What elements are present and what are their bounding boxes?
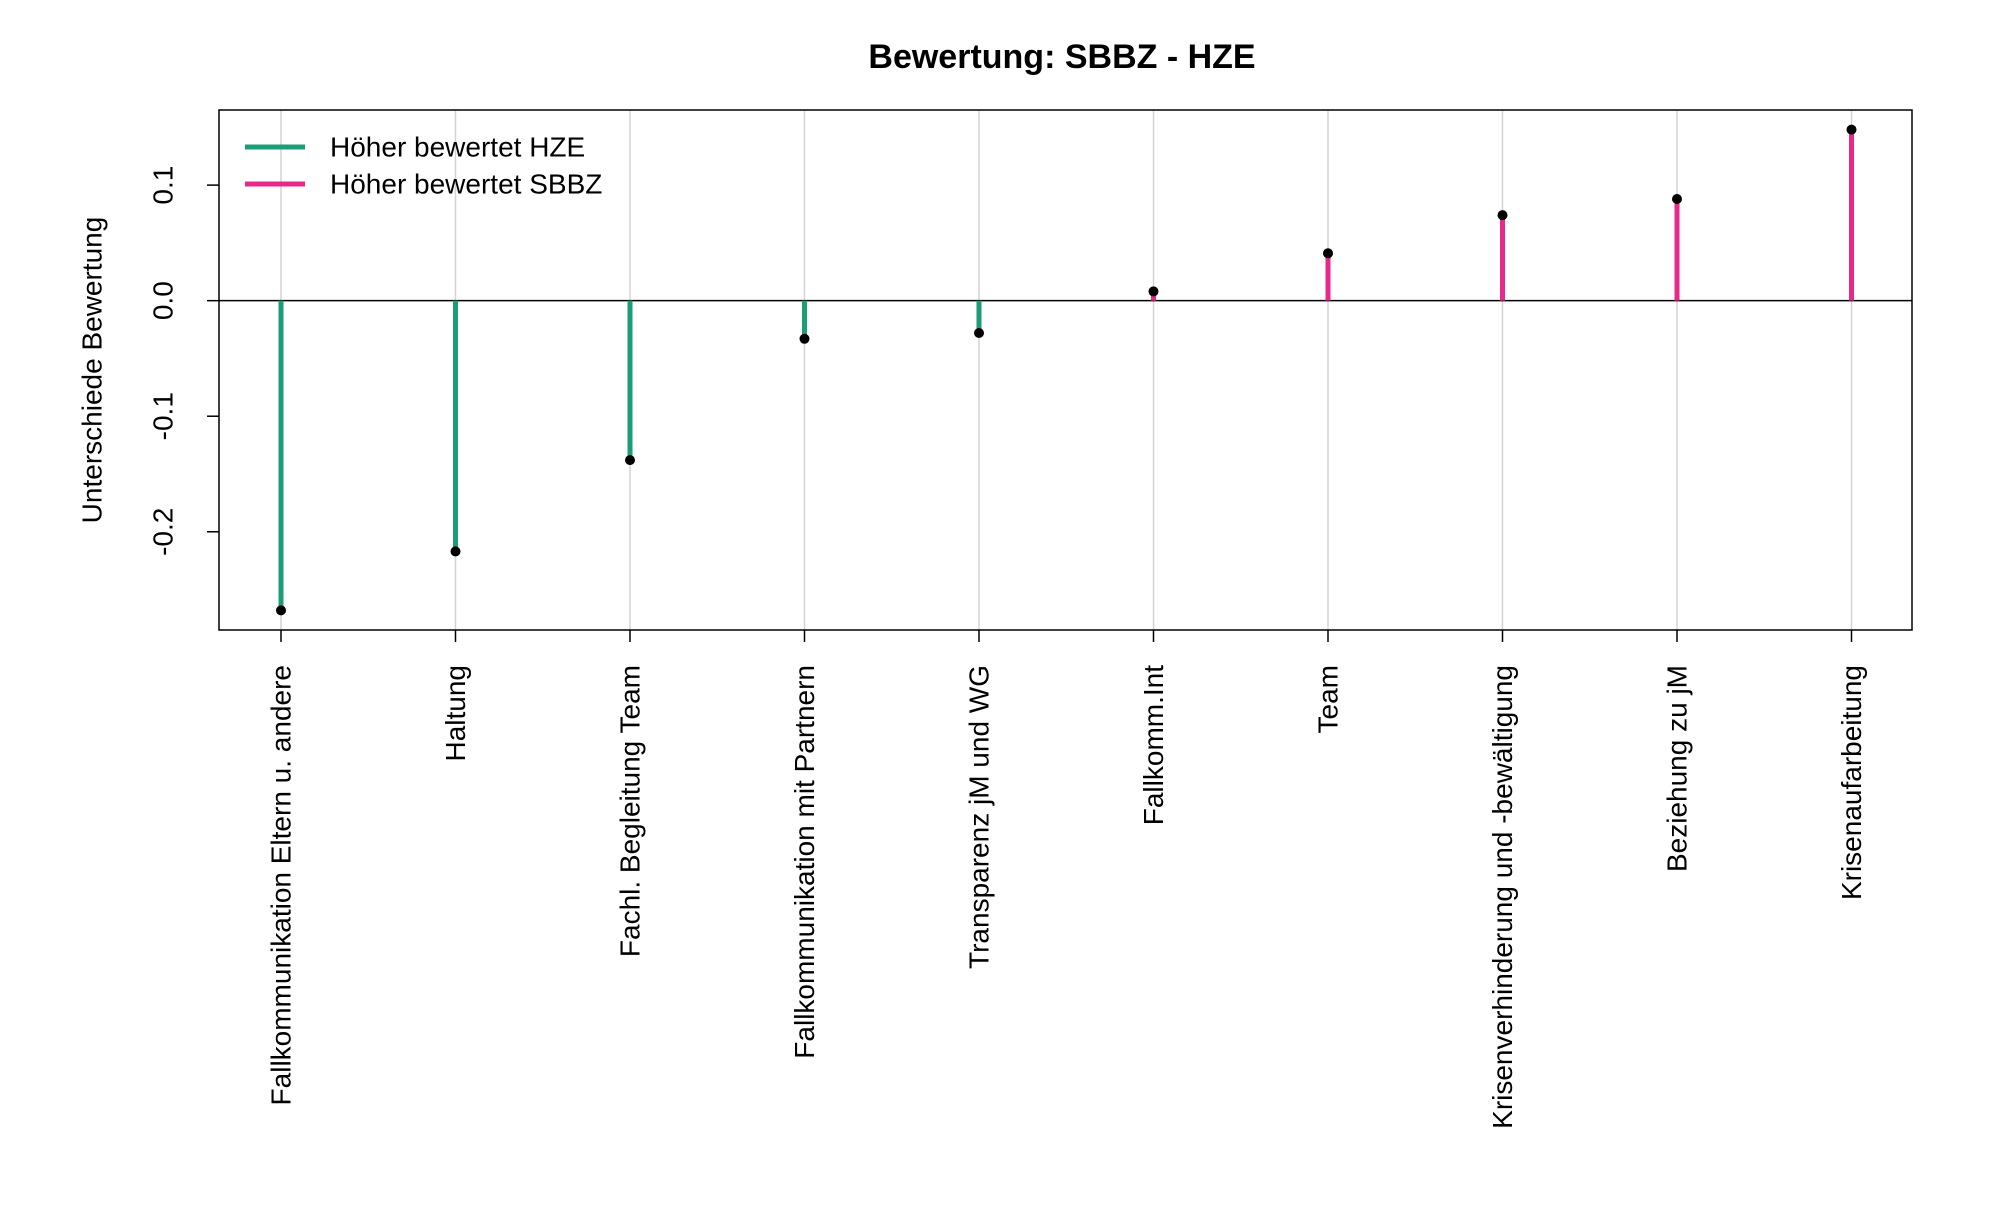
grid-layer [280,110,1853,630]
point-7 [1497,210,1508,221]
point-2 [625,455,635,466]
x-tick-label: Fallkommunikation Eltern u. andere [266,665,297,1105]
chart-title: Bewertung: SBBZ - HZE [868,38,1255,76]
x-tick-label: Haltung [440,665,471,762]
y-tick-label: 0.0 [148,281,179,320]
point-4 [974,328,984,339]
legend: Höher bewertet HZE Höher bewertet SBBZ [245,132,602,200]
y-tick-label: -0.2 [148,508,179,556]
x-axis: Fallkommunikation Eltern u. andere Haltun… [266,630,1867,1129]
legend-label-0: Höher bewertet HZE [330,132,585,163]
x-tick-label: Fallkommunikation mit Partnern [789,665,820,1059]
point-3 [799,333,810,344]
plot-frame [218,109,1913,631]
point-layer [276,124,1857,616]
point-9 [1846,124,1857,135]
x-tick-label: Fachl. Begleitung Team [615,665,646,957]
point-0 [276,605,286,616]
y-axis-label: Unterschiede Bewertung [77,217,108,524]
point-5 [1148,286,1159,297]
x-tick-label: Transparenz jM und WG [964,665,995,969]
point-6 [1323,248,1333,259]
stem-layer [278,129,1854,611]
x-tick-label: Krisenverhinderung und -bewältigung [1487,665,1518,1129]
x-tick-label: Beziehung zu jM [1662,665,1693,872]
legend-label-1: Höher bewertet SBBZ [330,169,602,200]
y-tick-label: -0.1 [148,392,179,440]
point-8 [1672,193,1682,204]
x-tick-label: Krisenaufarbeitung [1836,665,1867,900]
x-tick-label: Team [1313,665,1344,733]
x-tick-label: Fallkomm.Int [1138,665,1169,825]
y-axis: -0.2 -0.1 0.0 0.1 [148,166,219,556]
y-tick-label: 0.1 [148,166,179,205]
point-1 [450,546,461,557]
